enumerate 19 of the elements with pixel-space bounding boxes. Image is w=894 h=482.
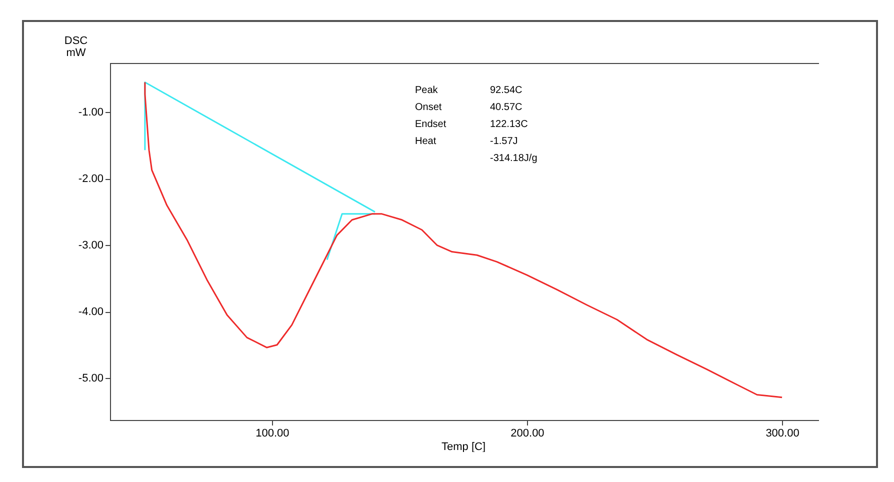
y-tick-label: -3.00 (78, 240, 104, 252)
annotation: -314.18J/g (490, 153, 538, 164)
annotation: Peak (415, 85, 439, 96)
y-tick-label: -4.00 (78, 306, 104, 318)
annotation: Heat (415, 136, 436, 147)
annotation: Endset (415, 119, 446, 130)
annotation: 92.54C (490, 85, 522, 96)
annotation: 40.57C (490, 102, 522, 113)
x-tick-label: 200.00 (510, 428, 544, 440)
y-tick-label: -1.00 (78, 106, 104, 119)
x-tick-label: 100.00 (256, 428, 290, 440)
x-axis-title: Temp [C] (441, 441, 486, 453)
x-tick-label: 300.00 (766, 428, 800, 440)
y-tick-label: -5.00 (78, 372, 104, 385)
y-tick-label: -2.00 (78, 173, 104, 186)
y-axis-title: DSC mW (64, 35, 88, 59)
annotation: 122.13C (490, 119, 528, 130)
annotation: Onset (415, 102, 442, 113)
annotation: -1.57J (490, 136, 518, 147)
